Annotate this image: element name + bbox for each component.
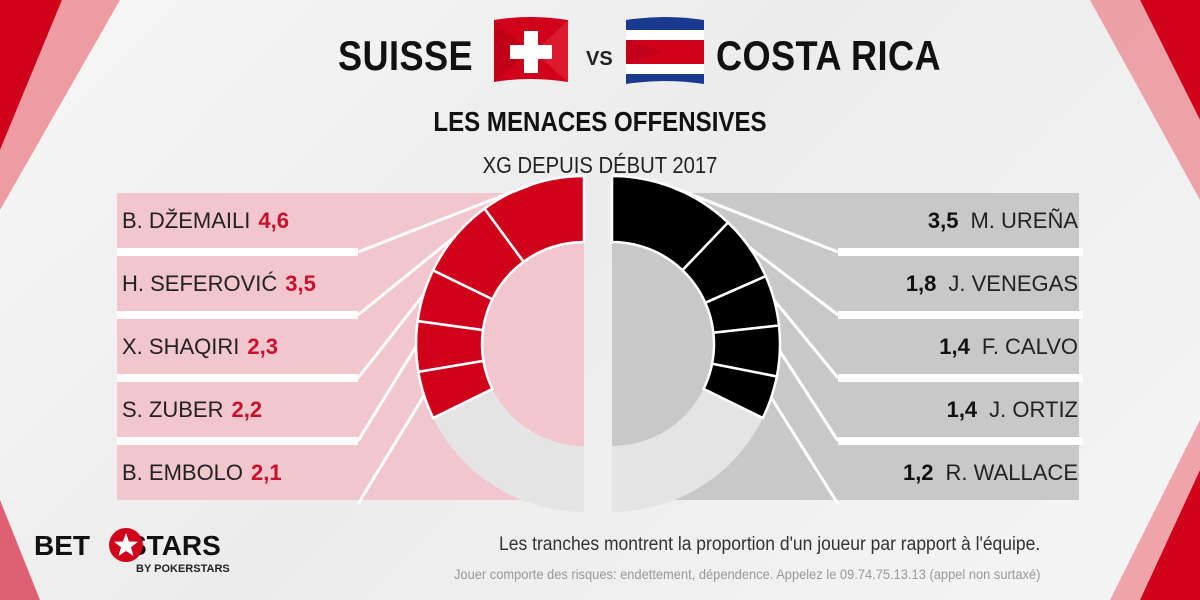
subtitle: LES MENACES OFFENSIVES — [433, 106, 767, 137]
switzerland-connector-5 — [356, 394, 426, 505]
player-xg-value: 2,3 — [247, 334, 278, 359]
logo-subtitle: BY POKERSTARS — [136, 563, 230, 575]
player-name: M. UREÑA — [970, 208, 1078, 233]
player-name: B. DŽEMAILI — [122, 208, 251, 233]
costa-rica-player-row-2: 1,8 J. VENEGAS — [906, 256, 1078, 311]
player-name: J. VENEGAS — [948, 271, 1078, 296]
costa-rica-connector-5 — [769, 396, 840, 505]
betstars-logo: BET STARS BY POKERSTARS — [34, 528, 234, 580]
costa-rica-player-row-1: 3,5 M. UREÑA — [928, 193, 1078, 248]
player-name: B. EMBOLO — [122, 460, 244, 485]
costa-rica-flag-icon — [626, 17, 704, 84]
switzerland-slice-5 — [416, 359, 495, 420]
switzerland-connector-1 — [357, 182, 533, 254]
costa-rica-connector-4 — [778, 350, 840, 442]
costa-rica-connector-2 — [748, 246, 839, 317]
logo-text-bet: BET — [34, 530, 90, 561]
player-name: F. CALVO — [981, 334, 1078, 359]
switzerland-connector-4 — [356, 345, 418, 442]
player-name: R. WALLACE — [945, 460, 1078, 485]
player-xg-value: 4,6 — [258, 208, 289, 233]
switzerland-player-row-3: X. SHAQIRI 2,3 — [122, 319, 278, 374]
player-name: J. ORTIZ — [989, 397, 1078, 422]
star-logo-icon — [109, 528, 143, 562]
team-left-name: SUISSE — [338, 32, 474, 79]
switzerland-player-row-2: H. SEFEROVIĆ 3,5 — [122, 256, 316, 311]
costa-rica-player-row-3: 1,4 F. CALVO — [939, 319, 1078, 374]
gambling-disclaimer: Jouer comporte des risques: endettement,… — [453, 566, 1040, 582]
costa-rica-connector-3 — [773, 299, 840, 379]
switzerland-flag-icon — [494, 17, 568, 82]
player-name: X. SHAQIRI — [122, 334, 240, 359]
player-name: H. SEFEROVIĆ — [122, 271, 278, 296]
player-xg-value: 1,2 — [902, 460, 934, 485]
player-xg-value: 2,1 — [251, 460, 282, 485]
team-right-name: COSTA RICA — [716, 32, 942, 79]
versus-label: VS — [586, 48, 613, 70]
player-xg-value: 1,4 — [939, 334, 970, 359]
switzerland-connector-2 — [357, 235, 456, 317]
player-xg-value: 1,8 — [905, 271, 937, 296]
switzerland-player-row-1: B. DŽEMAILI 4,6 — [122, 193, 289, 248]
switzerland-connector-3 — [356, 294, 425, 379]
costa-rica-connector-1 — [673, 186, 839, 254]
costa-rica-slice-5 — [701, 362, 779, 420]
explanation-note: Les tranches montrent la proportion d'un… — [498, 534, 1040, 555]
player-xg-value: 3,5 — [927, 208, 959, 233]
metric-label: XG DEPUIS DÉBUT 2017 — [482, 152, 718, 178]
player-xg-value: 2,2 — [231, 397, 263, 422]
costa-rica-player-row-4: 1,4 J. ORTIZ — [947, 382, 1078, 437]
player-xg-value: 3,5 — [285, 271, 316, 296]
logo-wordmark: BET STARS — [34, 530, 221, 562]
player-xg-value: 1,4 — [946, 397, 978, 422]
switzerland-player-row-4: S. ZUBER 2,2 — [122, 382, 262, 437]
logo-text-stars: STARS — [128, 530, 221, 561]
costa-rica-player-row-5: 1,2 R. WALLACE — [903, 445, 1078, 500]
switzerland-player-row-5: B. EMBOLO 2,1 — [122, 445, 282, 500]
player-name: S. ZUBER — [122, 397, 224, 422]
title-row: SUISSE VS COSTA RICA — [0, 17, 1200, 92]
